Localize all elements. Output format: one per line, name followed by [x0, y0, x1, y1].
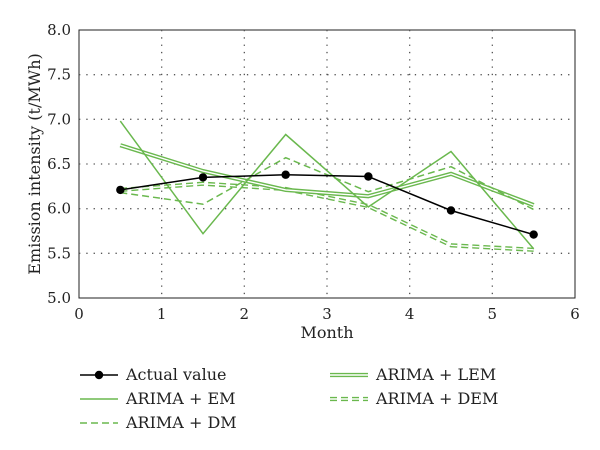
- x-tick-label: 5: [488, 305, 498, 323]
- data-point: [446, 206, 456, 215]
- legend-label: ARIMA + DEM: [375, 389, 498, 408]
- legend-label: Actual value: [125, 365, 226, 384]
- y-tick-label: 5.0: [47, 289, 71, 307]
- x-axis-ticks: 0 1 2 3 4 5 6: [74, 305, 580, 323]
- data-point: [198, 173, 208, 182]
- legend-item: ARIMA + LEM: [330, 365, 496, 384]
- series-line: [120, 156, 535, 211]
- legend-item: ARIMA + DEM: [330, 389, 498, 408]
- legend-item: Actual value: [80, 365, 226, 384]
- legend-item: ARIMA + DM: [80, 413, 237, 432]
- series-line-inner: [120, 144, 534, 206]
- legend-label: ARIMA + EM: [125, 389, 236, 408]
- series-arima-lem: [119, 143, 535, 208]
- series-actual-value: [116, 170, 538, 239]
- x-tick-label: 4: [405, 305, 415, 323]
- series-group: [116, 120, 538, 252]
- y-tick-label: 5.5: [47, 244, 71, 262]
- legend-marker: [94, 370, 104, 380]
- data-point: [281, 170, 290, 179]
- series-arima-dem: [120, 181, 534, 252]
- y-tick-label: 7.0: [47, 110, 71, 128]
- y-tick-label: 6.0: [47, 200, 71, 218]
- y-tick-label: 6.5: [47, 155, 71, 173]
- legend-label: ARIMA + LEM: [375, 365, 496, 384]
- legend-item: ARIMA + EM: [80, 389, 236, 408]
- series-arima-em: [119, 120, 535, 250]
- data-point: [116, 185, 125, 195]
- data-point: [529, 230, 538, 239]
- x-tick-label: 0: [74, 305, 84, 323]
- y-tick-label: 8.0: [47, 21, 71, 39]
- series-line: [120, 173, 534, 236]
- y-axis-ticks: 5.0 5.5 6.0 6.5 7.0 7.5 8.0: [47, 21, 71, 307]
- x-tick-label: 1: [157, 305, 167, 323]
- plot-area: [78, 29, 576, 299]
- legend: Actual value ARIMA + EM ARIMA + DM ARIMA + …: [80, 365, 498, 432]
- x-tick-label: 6: [570, 305, 580, 323]
- x-tick-label: 2: [240, 305, 250, 323]
- data-point: [364, 172, 373, 181]
- series-line-inner: [120, 182, 534, 251]
- x-tick-label: 3: [322, 305, 332, 323]
- x-axis-title: Month: [300, 323, 353, 342]
- grid: [79, 30, 575, 298]
- y-tick-label: 7.5: [47, 66, 71, 84]
- y-axis-title: Emission intensity (t/MWh): [25, 53, 44, 274]
- series-line: [119, 120, 535, 250]
- legend-label: ARIMA + DM: [125, 413, 237, 432]
- series-arima-dm: [120, 156, 535, 211]
